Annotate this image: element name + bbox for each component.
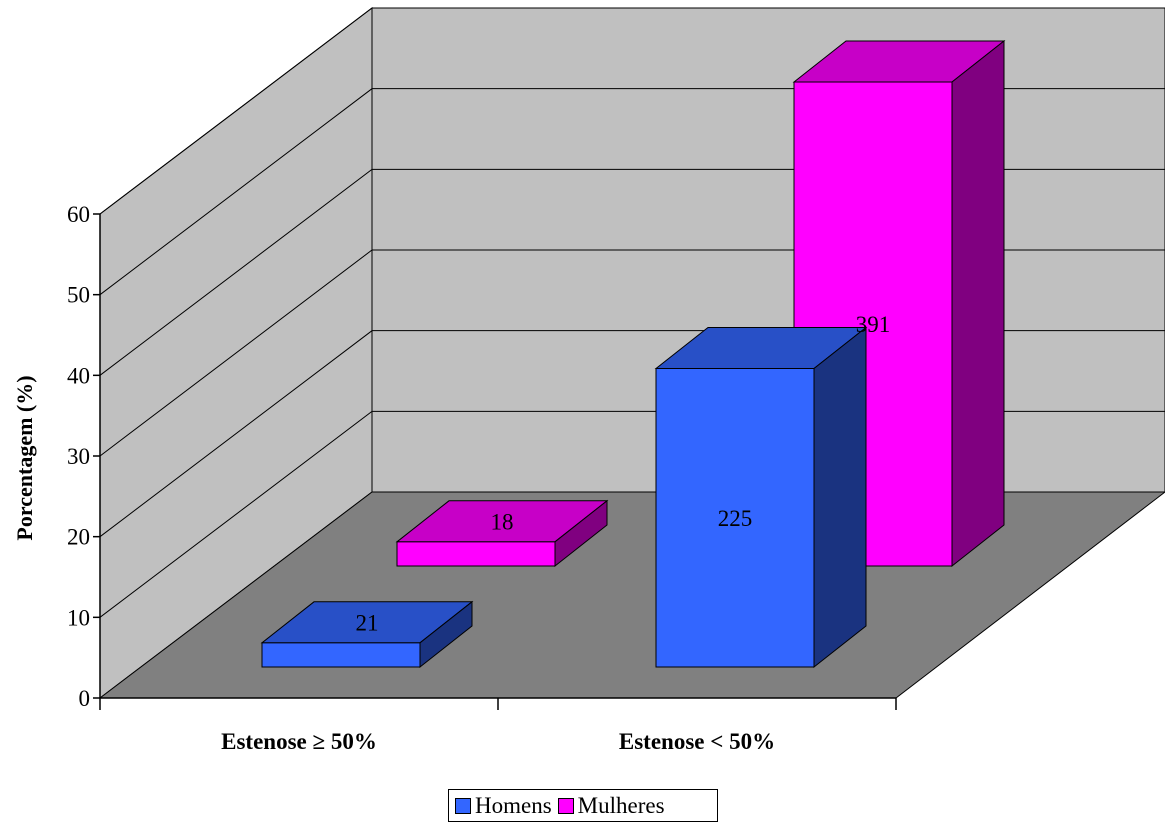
x-tick-label-0: Estenose ≥ 50% [221, 729, 377, 754]
data-label-mulheres-1: 391 [856, 312, 891, 337]
bar-side-face [813, 326, 867, 669]
bar-mulheres-0 [395, 499, 609, 568]
legend: Homens Mulheres [448, 789, 718, 822]
bar-side-face [554, 499, 608, 568]
legend-swatch-homens [455, 797, 471, 814]
x-tick-label-1: Estenose < 50% [619, 729, 775, 754]
data-label-mulheres-0: 18 [491, 509, 514, 534]
y-tick-label-50: 50 [67, 283, 90, 308]
y-tick-label-10: 10 [67, 605, 90, 630]
y-tick-label-0: 0 [79, 686, 91, 711]
bar-front-face [396, 541, 556, 567]
gridline-60 [99, 7, 1165, 215]
data-label-homens-1: 225 [718, 506, 753, 531]
y-tick-label-40: 40 [67, 363, 90, 388]
bar-homens-0 [260, 600, 474, 669]
bar-front-face [261, 642, 421, 668]
legend-item-mulheres: Mulheres [557, 792, 665, 819]
bar-side-face [419, 600, 473, 669]
legend-label-homens: Homens [475, 792, 552, 818]
y-tick-label-60: 60 [67, 202, 90, 227]
legend-label-mulheres: Mulheres [577, 792, 665, 818]
legend-item-homens: Homens [455, 793, 552, 819]
bar-side-face [951, 39, 1005, 568]
y-axis-label: Porcentagem (%) [12, 375, 37, 540]
bar-homens-1 [654, 326, 868, 669]
legend-swatch-mulheres [557, 797, 574, 814]
data-label-homens-0: 21 [356, 610, 379, 635]
y-tick-label-20: 20 [67, 525, 90, 550]
y-tick-label-30: 30 [67, 444, 90, 469]
